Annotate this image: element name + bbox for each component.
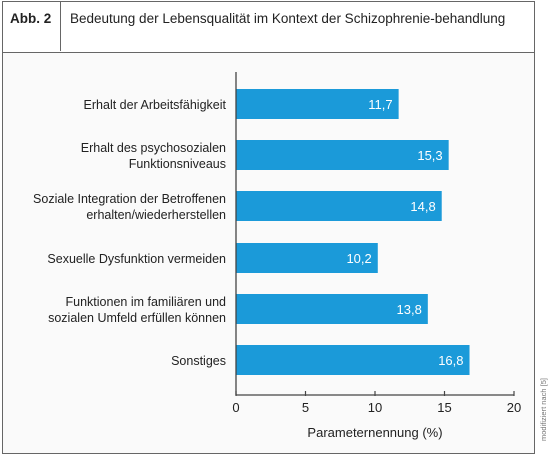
bar-value-label: 16,8 [438, 353, 463, 368]
category-label: Sexuelle Dysfunktion vermeiden [47, 252, 226, 266]
figure-frame: Abb. 2 Bedeutung der Lebensqualität im K… [2, 1, 535, 454]
bar-value-label: 14,8 [410, 199, 435, 214]
bar [236, 191, 442, 221]
x-tick-label: 15 [437, 400, 451, 415]
bar [236, 243, 378, 273]
bar-value-label: 15,3 [417, 148, 442, 163]
x-tick-label: 5 [302, 400, 309, 415]
category-label: Erhalt des psychosozialen [81, 141, 226, 155]
bar [236, 294, 428, 324]
category-label: erhalten/wiederherstellen [86, 208, 226, 222]
bar-value-label: 11,7 [368, 97, 392, 112]
category-label: Funktionen im familiären und [66, 295, 227, 309]
bar [236, 345, 470, 375]
bar-value-label: 10,2 [346, 251, 371, 266]
figure-title: Bedeutung der Lebensqualität im Kontext … [70, 11, 506, 26]
category-label: Funktionsniveaus [129, 157, 226, 171]
x-axis-title: Parameternennung (%) [307, 425, 442, 440]
x-tick-label: 10 [368, 400, 382, 415]
category-label: Sonstiges [171, 354, 226, 368]
figure-label: Abb. 2 [3, 2, 61, 51]
bar-value-label: 13,8 [397, 302, 422, 317]
bar [236, 89, 399, 119]
x-tick-label: 0 [232, 400, 239, 415]
source-credit: modifiziert nach [5] [539, 378, 548, 441]
figure-header: Abb. 2 Bedeutung der Lebensqualität im K… [3, 2, 534, 53]
category-label: sozialen Umfeld erfüllen können [48, 311, 226, 325]
category-label: Erhalt der Arbeitsfähigkeit [84, 98, 227, 112]
x-tick-label: 20 [507, 400, 521, 415]
category-label: Soziale Integration der Betroffenen [33, 192, 226, 206]
bar [236, 140, 449, 170]
